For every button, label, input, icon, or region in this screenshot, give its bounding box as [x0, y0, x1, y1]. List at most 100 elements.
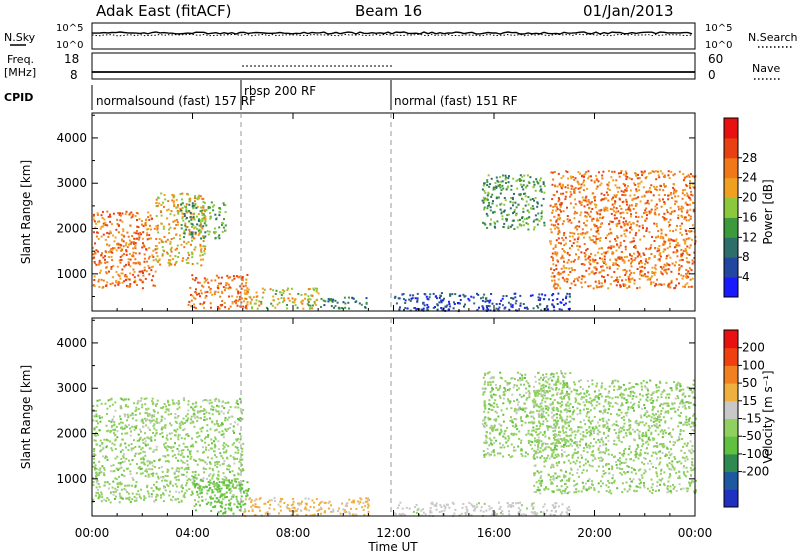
velocity-echo-cell: [564, 372, 567, 375]
velocity-echo-cell: [482, 510, 485, 513]
power-echo-cell: [191, 223, 194, 226]
power-echo-cell: [125, 210, 128, 213]
power-echo-cell: [613, 170, 616, 173]
power-echo-cell: [586, 187, 589, 190]
power-echo-cell: [538, 220, 541, 223]
power-echo-cell: [294, 304, 297, 307]
power-echo-cell: [124, 213, 127, 216]
power-echo-cell: [309, 304, 312, 307]
velocity-echo-cell: [508, 437, 511, 440]
velocity-echo-cell: [194, 476, 196, 479]
power-echo-cell: [94, 262, 96, 265]
velocity-echo-cell: [482, 376, 485, 379]
velocity-echo-cell: [517, 512, 520, 515]
power-echo-cell: [110, 255, 113, 258]
velocity-echo-cell: [96, 474, 99, 476]
power-echo-cell: [655, 236, 657, 239]
power-echo-cell: [92, 246, 95, 249]
velocity-echo-cell: [114, 495, 117, 498]
velocity-echo-cell: [222, 512, 225, 514]
power-echo-cell: [488, 305, 491, 308]
velocity-echo-cell: [393, 512, 396, 515]
power-echo-cell: [109, 220, 112, 223]
power-echo-cell: [560, 202, 563, 205]
power-echo-cell: [129, 258, 132, 261]
power-echo-cell: [300, 293, 303, 296]
power-echo-cell: [584, 197, 587, 200]
velocity-echo-cell: [164, 474, 167, 477]
power-echo-cell: [214, 227, 216, 230]
power-echo-cell: [573, 278, 576, 281]
power-echo-cell: [625, 198, 628, 201]
power-echo-cell: [125, 284, 128, 287]
power-echo-cell: [245, 298, 248, 300]
power-echo-cell: [626, 287, 629, 290]
power-echo-cell: [533, 228, 535, 231]
power-echo-cell: [258, 300, 261, 303]
power-echo-cell: [105, 266, 108, 269]
velocity-echo-cell: [225, 449, 228, 452]
velocity-echo-cell: [227, 445, 230, 448]
power-echo-cell: [159, 210, 162, 213]
power-echo-cell: [533, 183, 536, 186]
velocity-echo-cell: [542, 511, 545, 514]
velocity-echo-cell: [269, 503, 272, 506]
power-echo-cell: [497, 196, 500, 199]
power-echo-cell: [200, 237, 203, 240]
power-echo-cell: [523, 192, 525, 195]
power-echo-cell: [202, 213, 205, 216]
power-echo-cell: [637, 185, 640, 188]
velocity-echo-cell: [171, 450, 174, 453]
power-echo-cell: [121, 212, 124, 215]
power-echo-cell: [144, 224, 147, 227]
velocity-echo-cell: [487, 418, 490, 421]
power-echo-cell: [250, 298, 253, 301]
velocity-echo-cell: [532, 507, 535, 510]
velocity-echo-cell: [243, 511, 246, 513]
velocity-echo-cell: [239, 483, 242, 486]
power-echo-cell: [672, 210, 675, 213]
power-echo-cell: [510, 188, 513, 191]
power-echo-cell: [166, 251, 169, 254]
velocity-echo-cell: [99, 444, 102, 447]
velocity-echo-cell: [93, 448, 96, 451]
power-echo-cell: [218, 307, 221, 310]
velocity-echo-cell: [250, 501, 253, 503]
power-echo-cell: [168, 232, 171, 235]
power-echo-cell: [595, 178, 598, 181]
nave-label: Nave: [752, 62, 780, 75]
velocity-echo-cell: [102, 446, 105, 449]
velocity-echo-cell: [511, 393, 514, 396]
power-echo-cell: [311, 304, 314, 307]
power-echo-cell: [580, 204, 583, 206]
power-echo-cell: [488, 301, 491, 304]
power-echo-cell: [683, 285, 686, 288]
power-echo-cell: [646, 214, 648, 217]
velocity-echo-cell: [210, 401, 213, 404]
power-echo-cell: [609, 208, 612, 211]
velocity-echo-cell: [168, 404, 171, 406]
power-echo-cell: [483, 206, 486, 209]
power-echo-cell: [537, 182, 539, 185]
velocity-echo-cell: [488, 454, 491, 457]
power-echo-cell: [148, 247, 151, 249]
velocity-echo-cell: [215, 484, 218, 487]
power-echo-cell: [155, 245, 158, 247]
velocity-echo-cell: [544, 512, 547, 515]
velocity-echo-cell: [183, 496, 186, 499]
power-echo-cell: [169, 259, 172, 261]
power-echo-cell: [483, 222, 486, 225]
velocity-echo-cell: [356, 500, 359, 503]
power-echo-cell: [155, 238, 158, 240]
velocity-echo-cell: [180, 420, 183, 423]
power-echo-cell: [584, 211, 587, 214]
velocity-echo-cell: [174, 476, 176, 479]
power-echo-cell: [127, 258, 130, 261]
power-echo-cell: [684, 188, 687, 191]
power-echo-cell: [564, 195, 567, 198]
power-echo-cell: [312, 287, 315, 290]
velocity-echo-cell: [208, 474, 211, 477]
power-echo-cell: [542, 197, 545, 200]
velocity-echo-cell: [135, 419, 138, 422]
velocity-echo-cell: [300, 509, 303, 512]
